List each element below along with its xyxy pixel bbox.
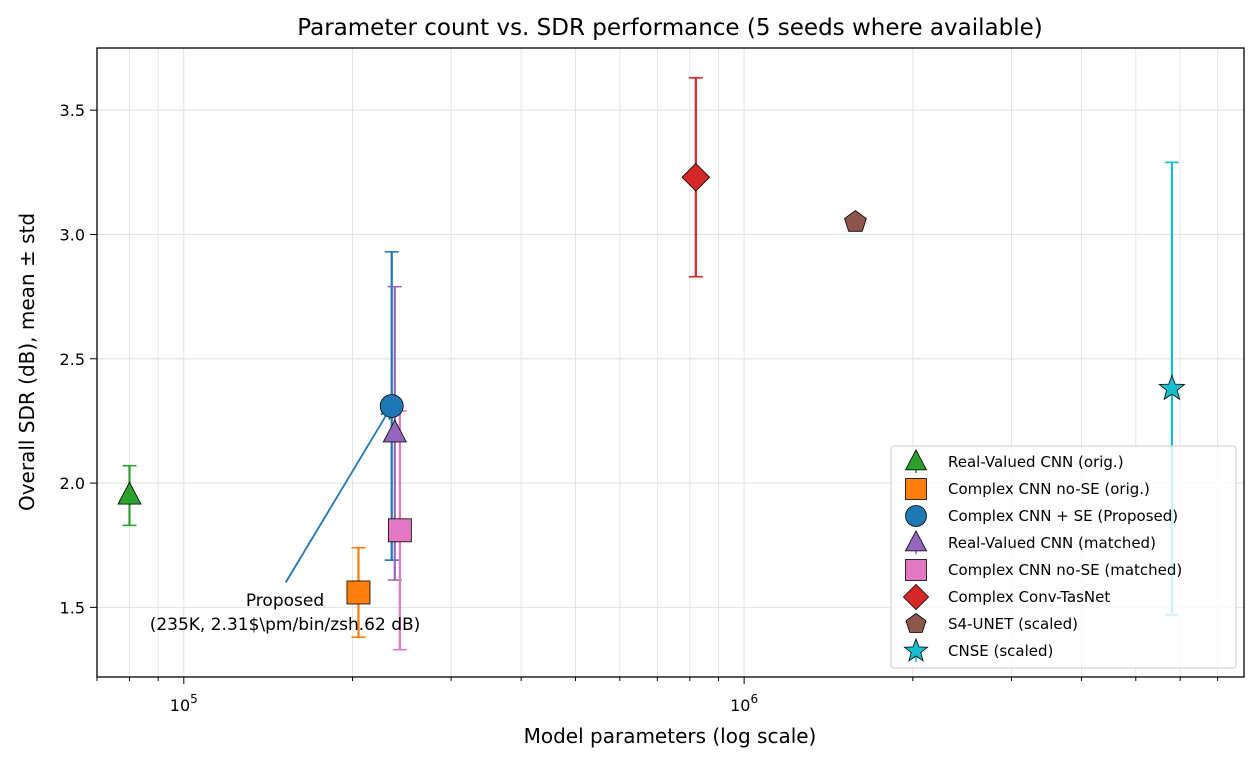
annotation-label-line2: (235K, 2.31$\pm/bin/zsh.62 dB) — [150, 615, 421, 635]
legend-label: Complex Conv-TasNet — [948, 588, 1110, 606]
data-point — [844, 210, 867, 232]
annotation-arrow — [284, 405, 392, 583]
data-point — [1158, 374, 1186, 401]
x-axis-label: Model parameters (log scale) — [524, 724, 817, 748]
annotation-label-line1: Proposed — [246, 591, 324, 611]
y-tick-label: 1.5 — [60, 598, 85, 617]
legend: Real-Valued CNN (orig.) Complex CNN no-SE… — [890, 445, 1237, 669]
x-tick-label: 106 — [730, 692, 758, 715]
y-tick-label: 3.0 — [60, 225, 85, 244]
legend-label: Complex CNN no-SE (orig.) — [948, 480, 1150, 498]
legend-marker — [903, 637, 929, 662]
legend-marker — [905, 559, 927, 581]
data-point — [382, 419, 407, 443]
data-point — [379, 394, 404, 418]
legend-marker — [905, 478, 927, 500]
legend-frame — [890, 445, 1237, 669]
plot-frame — [96, 47, 1245, 678]
legend-marker — [904, 530, 928, 552]
annotation-arrow-line — [284, 407, 392, 583]
legend-label: S4-UNET (scaled) — [948, 615, 1078, 633]
data-point — [117, 481, 142, 505]
data-point — [387, 518, 412, 543]
legend-label: CNSE (scaled) — [948, 642, 1053, 660]
y-axis-label: Overall SDR (dB), mean ± std — [15, 213, 39, 511]
data-markers — [117, 162, 1186, 605]
x-tick-label: 105 — [170, 692, 198, 715]
y-tick-label: 2.5 — [60, 350, 85, 369]
legend-label: Complex CNN no-SE (matched) — [948, 561, 1182, 579]
y-tick-label: 2.0 — [60, 474, 85, 493]
legend-label: Complex CNN + SE (Proposed) — [948, 507, 1178, 525]
data-point — [346, 580, 371, 605]
x-axis-ticks: 105 106 — [96, 677, 1219, 715]
legend-marker — [905, 505, 927, 527]
legend-marker — [902, 583, 930, 611]
legend-label: Real-Valued CNN (matched) — [948, 534, 1156, 552]
chart-title: Parameter count vs. SDR performance (5 s… — [297, 15, 1042, 41]
legend-marker — [905, 613, 927, 633]
y-tick-label: 3.5 — [60, 101, 85, 120]
data-point — [681, 162, 711, 192]
y-axis-ticks: 1.5 2.0 2.5 3.0 3.5 — [60, 101, 97, 617]
legend-label: Real-Valued CNN (orig.) — [948, 453, 1124, 471]
legend-marker — [904, 449, 928, 471]
